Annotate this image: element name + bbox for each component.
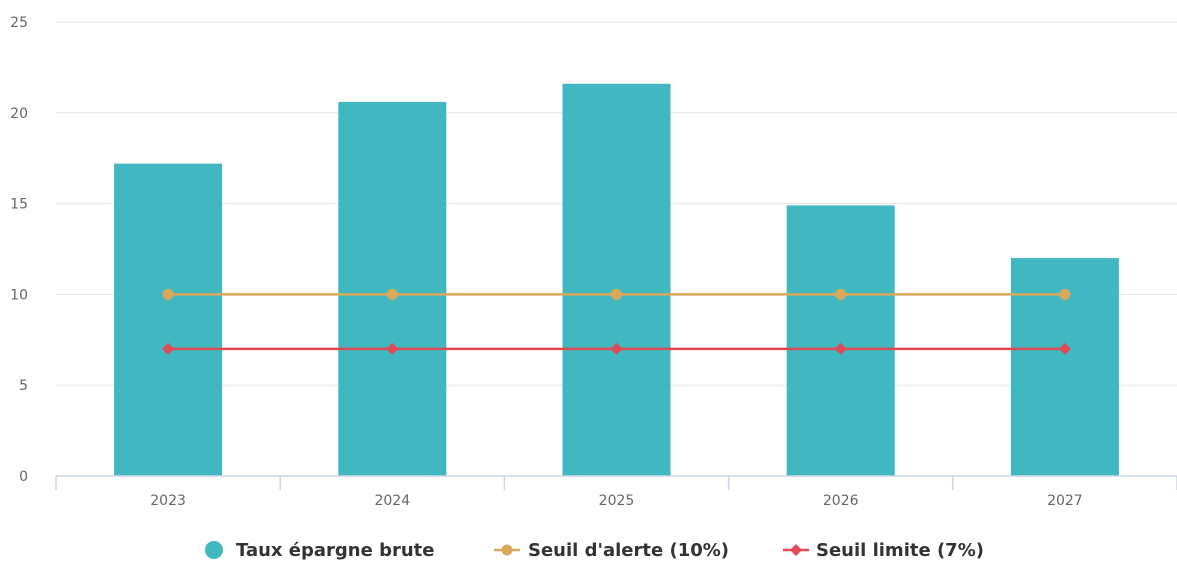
point-marker-2027[interactable]: [1059, 288, 1071, 300]
point-marker-2023[interactable]: [162, 342, 175, 355]
legend-bar-swatch: [205, 541, 223, 559]
legend-label: Seuil limite (7%): [816, 540, 984, 561]
bar-2025[interactable]: [562, 83, 671, 476]
y-tick-label: 5: [19, 378, 28, 394]
line-series: [162, 288, 1071, 355]
x-tick-label: 2027: [1047, 493, 1083, 509]
y-tick-label: 15: [10, 197, 28, 213]
bar-2023[interactable]: [114, 163, 223, 476]
point-marker-2024[interactable]: [386, 288, 398, 300]
legend-item-2[interactable]: Seuil limite (7%): [783, 540, 984, 561]
y-tick-label: 0: [19, 469, 28, 485]
point-marker-2025[interactable]: [610, 342, 623, 355]
x-tick-label: 2023: [150, 493, 186, 509]
y-tick-label: 10: [10, 287, 28, 303]
point-marker-2025[interactable]: [611, 288, 622, 300]
point-marker-2023[interactable]: [162, 288, 174, 300]
point-marker-2027[interactable]: [1058, 342, 1071, 355]
legend-item-1[interactable]: Seuil d'alerte (10%): [494, 540, 729, 561]
point-marker-2024[interactable]: [386, 342, 399, 355]
bar-series: [114, 83, 1119, 477]
y-tick-label: 25: [10, 15, 28, 31]
legend: Taux épargne brute Seuil d'alerte (10%) Se…: [205, 540, 984, 561]
point-marker-2026[interactable]: [834, 342, 847, 355]
legend-label: Taux épargne brute: [236, 540, 434, 561]
x-tick-label: 2025: [599, 493, 635, 509]
x-tick-label: 2026: [823, 493, 859, 509]
legend-diamond-marker: [790, 544, 802, 556]
legend-item-0[interactable]: Taux épargne brute: [205, 540, 434, 561]
legend-label: Seuil d'alerte (10%): [528, 540, 729, 561]
legend-circle-marker: [501, 544, 513, 556]
x-tick-label: 2024: [374, 493, 410, 509]
bar-2026[interactable]: [786, 205, 895, 476]
y-tick-label: 20: [10, 106, 28, 122]
point-marker-2026[interactable]: [835, 288, 847, 300]
